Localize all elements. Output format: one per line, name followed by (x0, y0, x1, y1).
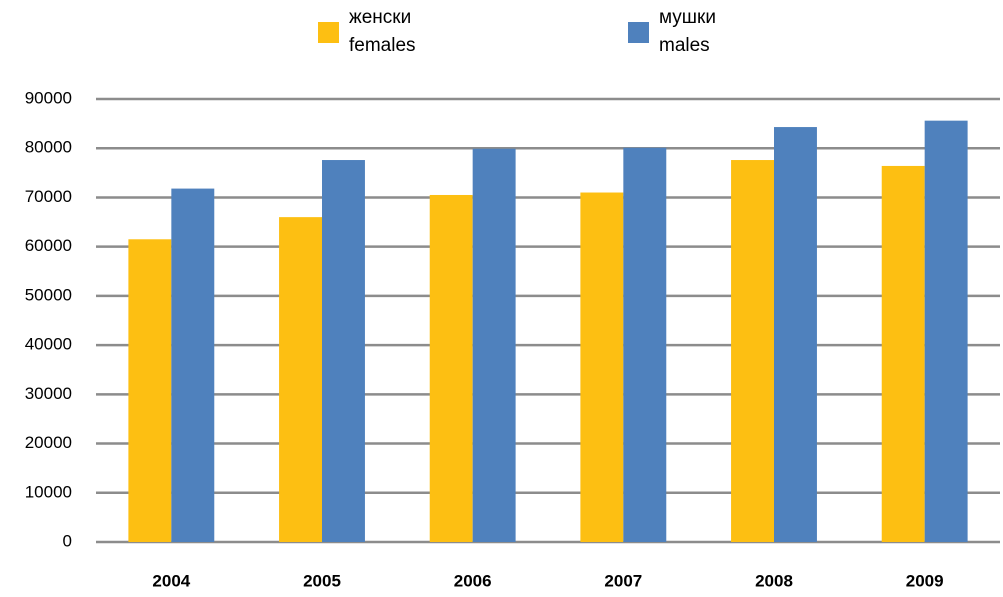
bar (580, 192, 624, 542)
bar (171, 188, 215, 542)
y-tick-label: 70000 (25, 187, 72, 206)
legend-entry: мушки males (628, 4, 716, 60)
bar (128, 239, 172, 543)
y-tick-label: 10000 (25, 482, 72, 501)
bar (774, 127, 817, 542)
y-tick-label: 80000 (25, 138, 72, 157)
y-tick-label: 20000 (25, 433, 72, 452)
bar (623, 147, 667, 543)
bar (279, 217, 322, 542)
bar (924, 120, 968, 542)
legend-swatch (628, 21, 649, 43)
y-tick-label: 50000 (25, 285, 72, 304)
y-tick-label: 30000 (25, 384, 72, 403)
legend-entry: женски females (318, 4, 416, 60)
x-tick-label: 2009 (906, 571, 944, 590)
bar (731, 160, 774, 542)
x-tick-label: 2005 (303, 571, 341, 590)
legend-label: мушки males (659, 7, 716, 56)
bar (472, 148, 516, 542)
x-tick-label: 2004 (152, 571, 190, 590)
legend-label: женски females (349, 7, 416, 56)
y-tick-label: 0 (63, 531, 72, 550)
bar (881, 165, 925, 543)
x-tick-label: 2007 (604, 571, 642, 590)
y-tick-label: 90000 (25, 88, 72, 107)
x-tick-label: 2006 (454, 571, 492, 590)
x-tick-label: 2008 (755, 571, 793, 590)
bar (429, 194, 473, 542)
y-tick-label: 40000 (25, 335, 72, 354)
bar (322, 160, 365, 542)
legend-swatch (318, 21, 339, 43)
y-tick-label: 60000 (25, 236, 72, 255)
